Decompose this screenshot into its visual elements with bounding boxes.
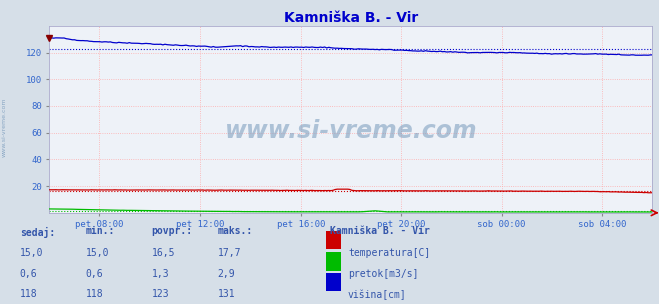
Text: povpr.:: povpr.: <box>152 226 192 237</box>
Text: 131: 131 <box>217 289 235 299</box>
Text: maks.:: maks.: <box>217 226 252 237</box>
Text: www.si-vreme.com: www.si-vreme.com <box>225 119 477 143</box>
Text: 123: 123 <box>152 289 169 299</box>
Text: 1,3: 1,3 <box>152 269 169 279</box>
Text: 2,9: 2,9 <box>217 269 235 279</box>
Title: Kamniška B. - Vir: Kamniška B. - Vir <box>284 11 418 25</box>
Text: višina[cm]: višina[cm] <box>348 289 407 300</box>
Text: 0,6: 0,6 <box>86 269 103 279</box>
Text: temperatura[C]: temperatura[C] <box>348 248 430 258</box>
Text: 17,7: 17,7 <box>217 248 241 258</box>
Text: 118: 118 <box>20 289 38 299</box>
Text: Kamniška B. - Vir: Kamniška B. - Vir <box>330 226 430 237</box>
Text: 16,5: 16,5 <box>152 248 175 258</box>
Text: 15,0: 15,0 <box>20 248 43 258</box>
Text: pretok[m3/s]: pretok[m3/s] <box>348 269 418 279</box>
Text: sedaj:: sedaj: <box>20 226 55 237</box>
Text: min.:: min.: <box>86 226 115 237</box>
Text: www.si-vreme.com: www.si-vreme.com <box>2 98 7 157</box>
Text: 0,6: 0,6 <box>20 269 38 279</box>
Text: 15,0: 15,0 <box>86 248 109 258</box>
Text: 118: 118 <box>86 289 103 299</box>
